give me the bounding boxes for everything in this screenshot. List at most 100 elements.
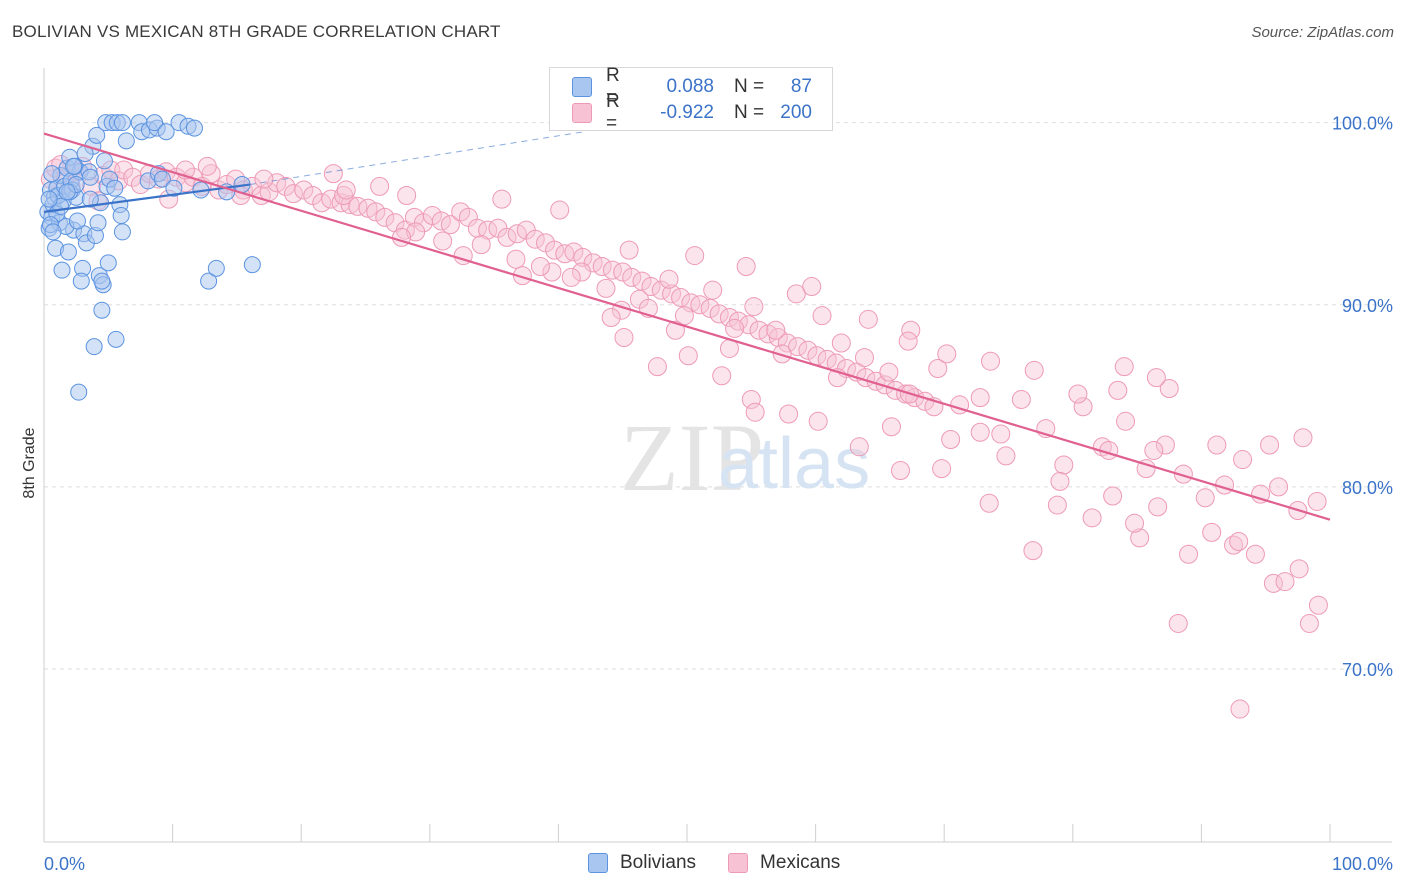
source-label: Source: ZipAtlas.com [1251, 24, 1394, 41]
mexican-point [651, 280, 671, 300]
mexican-point [858, 309, 878, 329]
bolivian-point [70, 383, 88, 401]
legend-r-label: R = [606, 65, 620, 108]
mexican-point [492, 189, 512, 209]
mexican-point [619, 240, 639, 260]
mexican-point [678, 346, 698, 366]
mexican-point [772, 344, 792, 364]
mexican-point [1047, 495, 1067, 515]
mexican-point [1116, 411, 1136, 431]
bolivian-point [107, 330, 125, 348]
legend-item-mexicans[interactable]: Mexicans [728, 852, 840, 874]
watermark-zip: ZIP [620, 404, 764, 511]
mexican-point [506, 249, 526, 269]
mexican-point [788, 337, 808, 357]
mexican-point [739, 315, 759, 335]
bolivian-point [112, 207, 130, 225]
mexicans-label: Mexicans [760, 852, 841, 873]
bolivians-points [39, 114, 261, 401]
mexican-point [712, 366, 732, 386]
mexican-point [375, 207, 395, 227]
mexican-point [1308, 595, 1328, 615]
mexican-point [1082, 508, 1102, 528]
mexican-point [1245, 544, 1265, 564]
mexican-point [928, 358, 948, 378]
bolivian-point [165, 179, 183, 197]
watermark-atlas: atlas [718, 424, 870, 504]
mexican-point [1103, 486, 1123, 506]
mexican-point [881, 417, 901, 437]
mexican-point [709, 304, 729, 324]
mexican-point [1195, 488, 1215, 508]
mexican-point [1251, 484, 1271, 504]
mexican-point [1054, 455, 1074, 475]
mexican-point [768, 328, 788, 348]
bolivian-point [146, 114, 164, 132]
mexican-point [1108, 380, 1128, 400]
mexican-point [622, 267, 642, 287]
mexican-point [564, 242, 584, 262]
mexican-point [854, 348, 874, 368]
mexican-point [334, 185, 354, 205]
bolivian-point [89, 214, 107, 232]
bolivian-point [53, 261, 71, 279]
mexican-point [744, 297, 764, 317]
mexican-point [980, 351, 1000, 371]
mexican-point [497, 227, 517, 247]
legend-n-value: 200 [780, 102, 812, 123]
mexican-point [875, 375, 895, 395]
mexican-point [736, 257, 756, 277]
mexican-point [370, 176, 390, 196]
mexican-point [970, 388, 990, 408]
mexican-point [592, 257, 612, 277]
bolivian-point [72, 272, 90, 290]
mexican-point [561, 267, 581, 287]
mexican-point [614, 328, 634, 348]
bolivian-point [65, 157, 83, 175]
legend-n-label: N = [734, 102, 765, 123]
y-tick-label: 80.0% [1342, 478, 1393, 498]
x-tick-label-end: 100.0% [1332, 854, 1393, 874]
mexican-point [885, 380, 905, 400]
mexican-point [659, 269, 679, 289]
legend-r-value: -0.922 [660, 102, 714, 123]
mexican-point [779, 404, 799, 424]
mexican-point [1023, 541, 1043, 561]
mexican-point [613, 262, 633, 282]
tick-labels: 70.0% 80.0% 90.0% 100.0% 0.0% 100.0% [44, 114, 1393, 874]
mexican-point [601, 308, 621, 328]
mexican-point [700, 298, 720, 318]
mexican-point [879, 362, 899, 382]
mexican-point [725, 318, 745, 338]
mexican-point [1068, 384, 1088, 404]
mexican-point [596, 278, 616, 298]
legend-row-mexicans: R = -0.922 N = 200 [572, 91, 812, 134]
mexican-point [254, 169, 274, 189]
bolivian-point [99, 254, 117, 272]
bolivian-point [95, 152, 113, 170]
mexican-point [283, 184, 303, 204]
mexican-point [1289, 559, 1309, 579]
mexican-point [1269, 477, 1289, 497]
mexican-point [766, 320, 786, 340]
bolivian-point [93, 301, 111, 319]
bolivian-point [88, 126, 106, 144]
legend-item-bolivians[interactable]: Bolivians [588, 852, 696, 874]
bolivian-point [43, 165, 61, 183]
bolivian-point [68, 212, 86, 230]
bolivian-point [207, 259, 225, 277]
mexican-point [1125, 513, 1145, 533]
bolivian-point [113, 223, 131, 241]
bolivian-point [185, 119, 203, 137]
legend-row-bolivians: R = 0.088 N = 87 [572, 65, 812, 108]
mexican-point [741, 389, 761, 409]
bolivian-point [58, 183, 76, 201]
legend-n-label: N = [734, 76, 765, 97]
mexican-point [890, 460, 910, 480]
mexican-point [979, 493, 999, 513]
bolivian-point [85, 338, 103, 356]
bolivians-trend-extension [249, 131, 585, 186]
mexican-point [1168, 613, 1188, 633]
mexican-point [1155, 435, 1175, 455]
bolivian-point [59, 243, 77, 261]
